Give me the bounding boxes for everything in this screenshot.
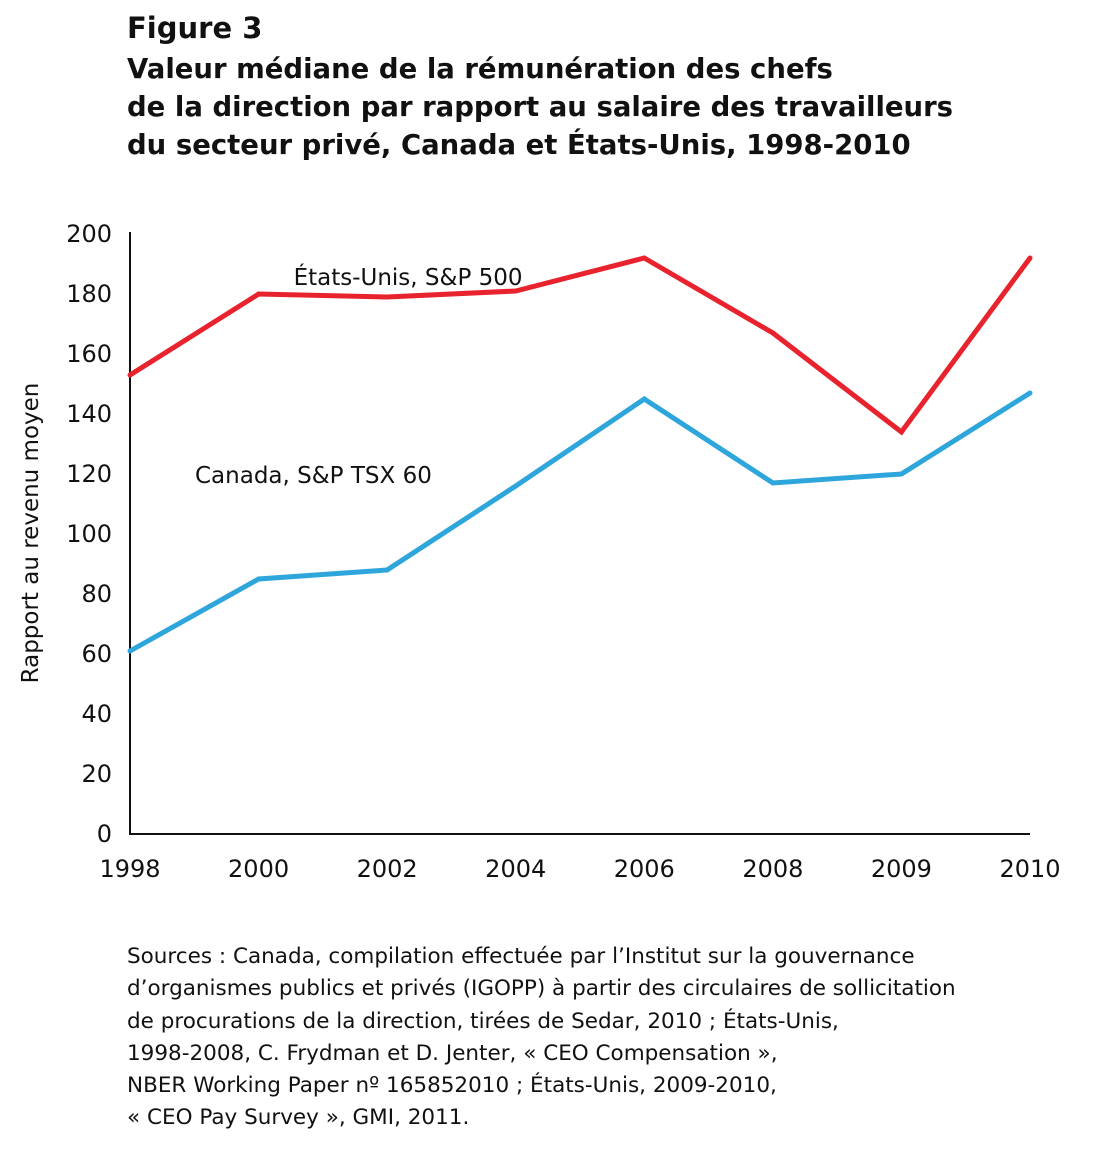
- y-tick-label: 180: [66, 280, 112, 308]
- y-axis-label: Rapport au revenu moyen: [18, 383, 44, 684]
- chart-title: Valeur médiane de la rémunération des ch…: [127, 50, 1077, 164]
- y-tick-label: 40: [81, 700, 112, 728]
- sources-line: d’organismes publics et privés (IGOPP) à…: [127, 976, 956, 1002]
- y-tick-label: 200: [66, 220, 112, 248]
- data-point: [513, 288, 519, 294]
- y-tick-label: 0: [97, 820, 112, 848]
- chart-title-line: de la direction par rapport au salaire d…: [127, 91, 954, 123]
- x-tick-label: 2002: [357, 855, 418, 883]
- figure-label: Figure 3: [127, 11, 263, 45]
- x-tick-label: 2006: [614, 855, 675, 883]
- y-tick-label: 60: [81, 640, 112, 668]
- data-point: [898, 471, 904, 477]
- y-axis-ticks: 0 20 40 60 80 100 120 140 160 180 200: [66, 220, 112, 848]
- data-point: [256, 291, 262, 297]
- data-point: [898, 429, 904, 435]
- data-point: [641, 396, 647, 402]
- y-tick-label: 100: [66, 520, 112, 548]
- x-tick-label: 1998: [99, 855, 160, 883]
- x-tick-label: 2010: [999, 855, 1060, 883]
- x-tick-label: 2004: [485, 855, 546, 883]
- data-point: [127, 372, 133, 378]
- data-point: [384, 294, 390, 300]
- data-point: [127, 648, 133, 654]
- sources-line: NBER Working Paper nº 165852010 ; États-…: [127, 1073, 777, 1099]
- series-line-canada: [128, 390, 1032, 654]
- series-line-etats-unis: [128, 255, 1033, 436]
- series-label-canada: Canada, S&P TSX 60: [195, 463, 432, 489]
- chart-title-line: Valeur médiane de la rémunération des ch…: [127, 53, 833, 85]
- data-point: [1027, 390, 1033, 396]
- y-tick-label: 160: [66, 340, 112, 368]
- y-tick-label: 120: [66, 460, 112, 488]
- y-tick-label: 80: [81, 580, 112, 608]
- x-axis-ticks: 1998 2000 2002 2004 2006 2008 2009 2010: [99, 855, 1060, 883]
- x-tick-label: 2008: [742, 855, 803, 883]
- sources-line: « CEO Pay Survey », GMI, 2011.: [127, 1105, 470, 1131]
- x-tick-label: 2009: [871, 855, 932, 883]
- data-point: [513, 483, 519, 489]
- data-point: [256, 576, 262, 582]
- data-point: [770, 330, 776, 336]
- sources-line: 1998-2008, C. Frydman et D. Jenter, « CE…: [127, 1040, 778, 1066]
- sources-note: Sources : Canada, compilation effectuée …: [127, 941, 1087, 1135]
- chart-axes: [129, 232, 1030, 835]
- sources-line: Sources : Canada, compilation effectuée …: [127, 944, 915, 969]
- series-label-etats-unis: États-Unis, S&P 500: [294, 263, 523, 291]
- data-point: [770, 480, 776, 486]
- data-point: [1027, 255, 1033, 261]
- chart-series: États-Unis, S&P 500 Canada, S&P TSX 60: [127, 255, 1033, 654]
- data-point: [641, 255, 647, 261]
- sources-line: de procurations de la direction, tirées …: [127, 1008, 839, 1034]
- y-tick-label: 140: [66, 400, 112, 428]
- data-point: [384, 567, 390, 573]
- x-tick-label: 2000: [228, 855, 289, 883]
- chart-title-line: du secteur privé, Canada et États-Unis, …: [127, 129, 911, 161]
- line-chart: 0 20 40 60 80 100 120 140 160 180 200 1998 2000 2002…: [18, 220, 1061, 883]
- y-tick-label: 20: [81, 760, 112, 788]
